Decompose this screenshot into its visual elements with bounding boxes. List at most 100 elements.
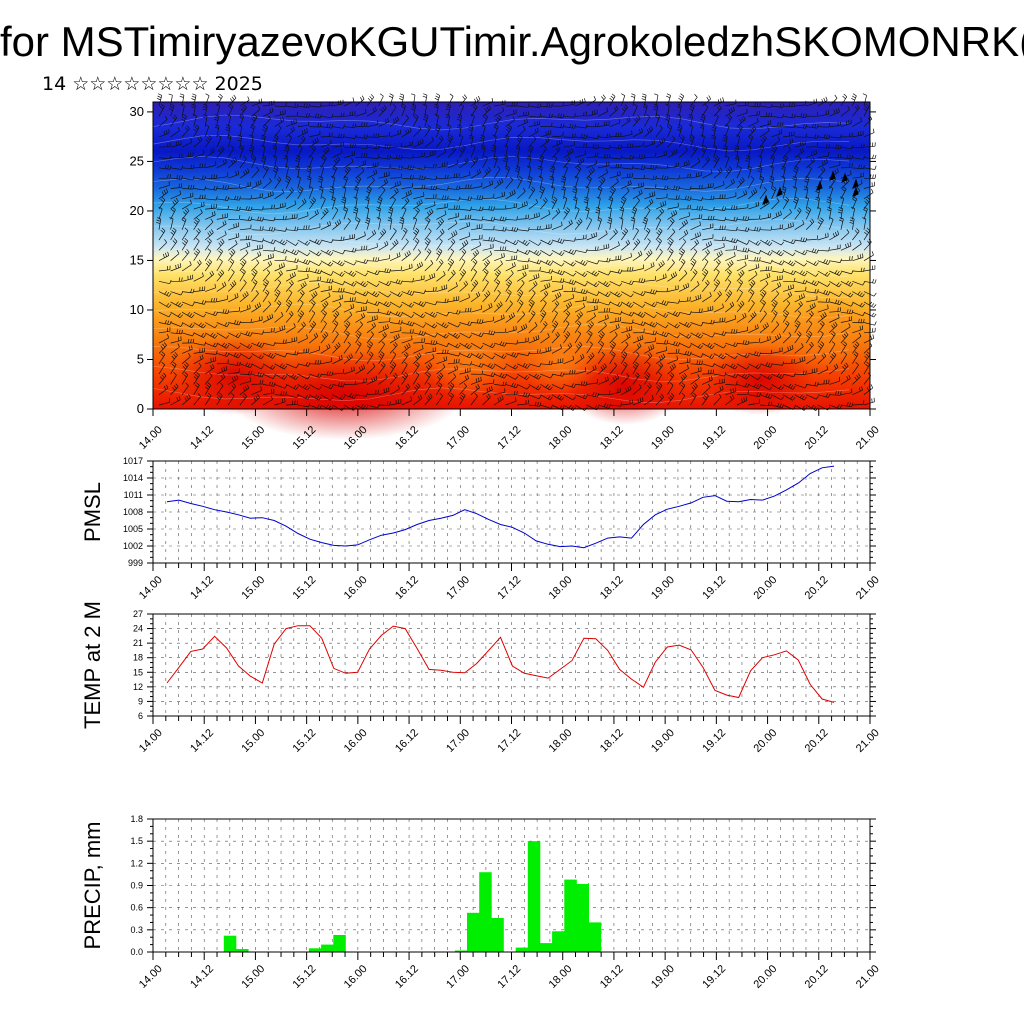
wind-barb [655,311,669,318]
wind-barb [528,394,542,400]
wind-barb [274,109,286,117]
wind-barb [517,227,530,232]
wind-barb [424,311,438,318]
wind-barb [517,362,530,369]
precip-bar [527,841,541,952]
wind-barb [332,369,345,375]
wind-barb [182,192,194,200]
wind-barb [852,400,865,406]
wind-barb [574,341,583,354]
wind-barb [297,321,306,334]
wind-barb [494,388,506,396]
wind-barb [597,176,606,189]
wind-barb [598,280,611,288]
wind-barb [158,333,170,344]
wind-barb [642,103,648,117]
wind-barb [262,260,273,272]
wind-barb [678,146,688,158]
wind-barb [332,133,345,139]
precip-bar [454,950,468,952]
wind-barb [829,269,842,276]
wind-barb [609,163,622,169]
wind-barb [272,165,279,179]
wind-barb [539,186,545,199]
wind-barb [297,394,311,400]
precip-bar [236,949,249,952]
wind-barb [712,144,718,158]
x-tick-label: 17.00 [444,727,472,755]
wind-barb [355,364,366,375]
wind-barb [829,144,842,150]
wind-barb [262,204,275,210]
wind-barb [378,131,391,138]
wind-barb [158,188,169,200]
wind-barb [644,227,651,241]
wind-barb [228,170,240,179]
wind-barb [598,243,610,251]
wind-barb [655,287,669,293]
contour-line [152,156,850,172]
wind-barb [413,322,426,328]
wind-barb [632,127,644,138]
wind-barb [309,373,322,379]
wind-barb [470,144,476,158]
wind-barb [424,136,434,148]
wind-barb [863,165,877,170]
wind-barb [401,396,413,406]
wind-barb [540,360,553,366]
wind-barb [621,267,634,272]
wind-barb [482,385,493,396]
wind-barb [586,378,599,385]
wind-barb [274,373,287,380]
wind-barb [401,182,414,189]
wind-barb [655,185,669,190]
wind-barb [459,232,471,241]
wind-barb [390,154,403,160]
series-line [166,465,835,549]
wind-barb [632,278,646,283]
wind-barb [725,237,738,244]
wind-barb [632,372,640,385]
wind-barb [505,340,519,345]
wind-barb [494,353,507,359]
wind-barb [711,134,716,148]
wind-barb [251,251,262,262]
wind-barb [170,126,180,138]
wind-barb [181,125,190,138]
x-tick-label: 19.00 [649,574,677,602]
wind-barb [667,382,674,395]
wind-barb [389,116,400,127]
contour-line [152,176,850,192]
x-tick-label: 17.12 [495,574,523,602]
wind-barb [517,187,526,200]
wind-barb [251,226,264,231]
wind-barb [771,239,784,246]
wind-barb [378,144,391,149]
wind-barb [447,212,459,220]
wind-barb [713,155,720,169]
wind-barb [355,153,368,158]
precip-bar [576,884,589,952]
wind-barb [759,213,772,220]
wind-barb [424,362,433,375]
wind-barb [783,102,796,107]
wind-barb [829,321,838,334]
wind-barb [309,276,321,282]
wind-barb [191,103,196,117]
wind-barb [702,342,715,350]
wind-barb [216,322,230,328]
wind-barb [320,278,334,284]
wind-barb [644,207,651,220]
wind-barb [309,122,322,128]
wind-barb [586,280,600,288]
wind-barb [829,153,842,159]
wind-barb [170,263,182,272]
wind-barb [320,343,331,354]
wind-barb [170,395,181,406]
wind-barb [644,301,657,308]
wind-barb [702,353,715,359]
wind-barb [713,378,725,385]
wind-barb [852,341,860,354]
wind-barb [447,392,454,406]
x-tick-label: 18.12 [598,574,626,602]
